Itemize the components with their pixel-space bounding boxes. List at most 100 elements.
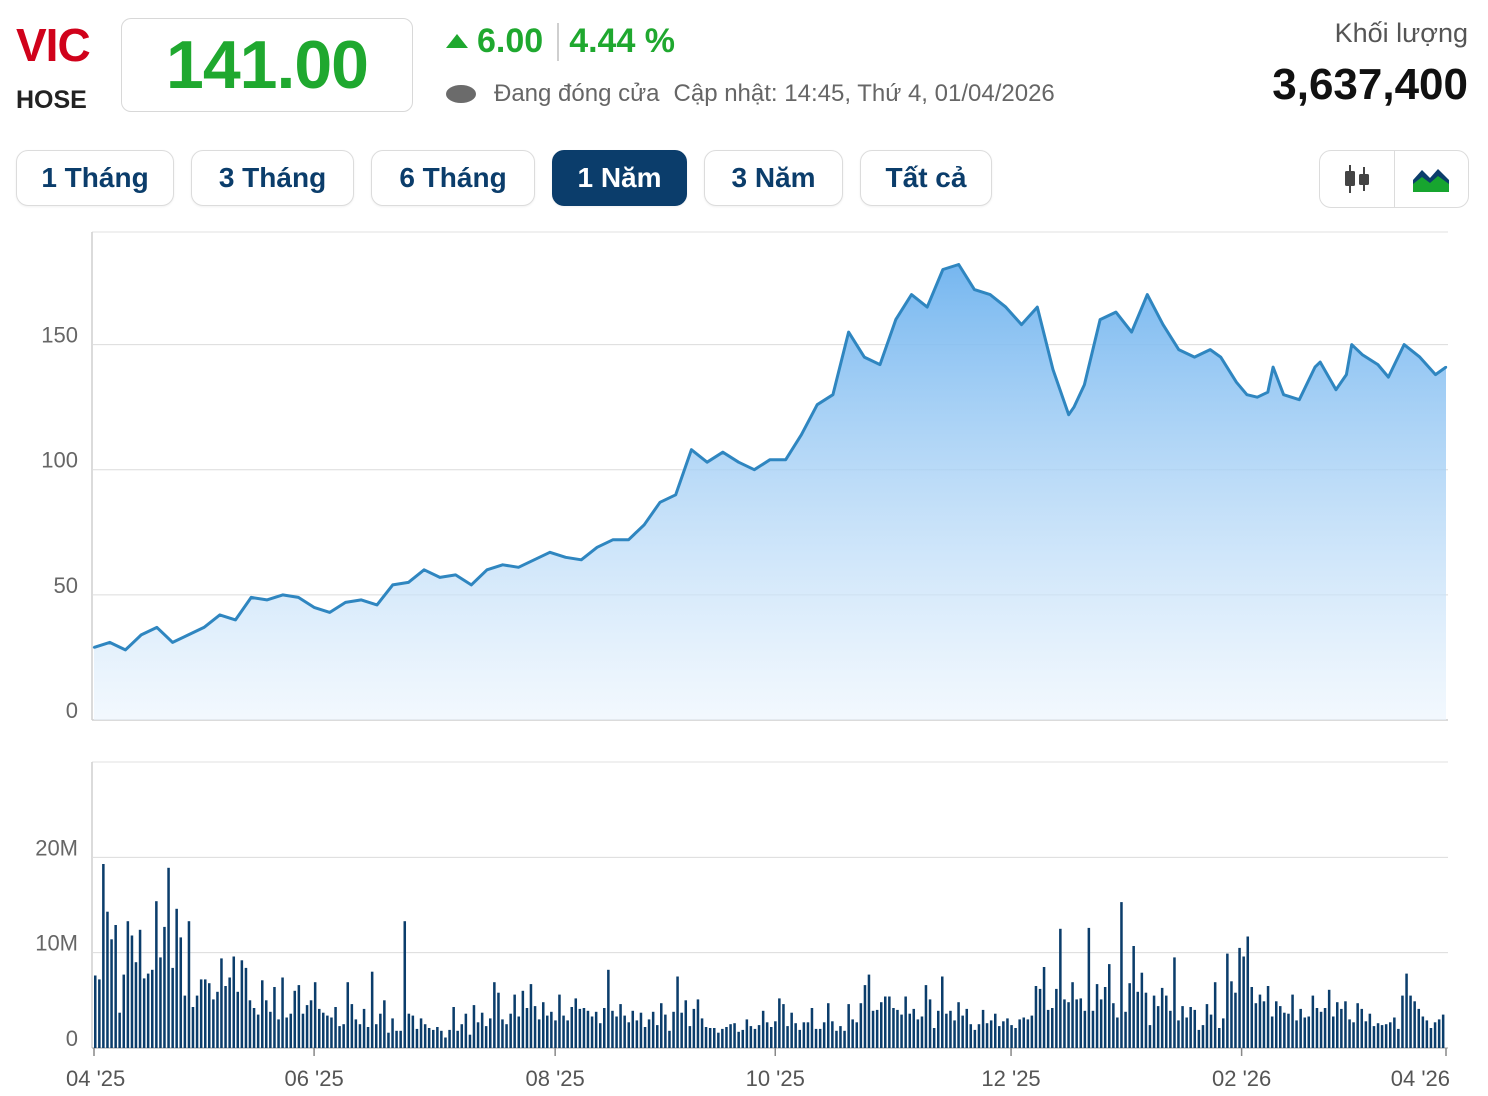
- volume-bar: [1218, 1028, 1221, 1048]
- volume-bar: [436, 1027, 439, 1048]
- ticker-symbol: VIC: [16, 19, 91, 71]
- volume-bar: [151, 969, 154, 1048]
- volume-bar: [208, 983, 211, 1048]
- volume-bar: [114, 925, 117, 1048]
- volume-bar: [994, 1013, 997, 1048]
- volume-bar: [1242, 956, 1245, 1048]
- volume-bar: [696, 999, 700, 1048]
- volume-bar: [1433, 1022, 1437, 1048]
- volume-bar: [1026, 1019, 1030, 1048]
- volume-bar: [1323, 1008, 1327, 1048]
- volume-bar: [574, 998, 578, 1048]
- volume-bar: [558, 994, 561, 1048]
- candlestick-button[interactable]: [1320, 151, 1394, 207]
- tab-3-months[interactable]: 3 Tháng: [191, 150, 354, 206]
- volume-bar: [399, 1030, 402, 1048]
- x-tick-label: 08 '25: [526, 1066, 585, 1091]
- volume-bar: [171, 967, 174, 1048]
- volume-value: 3,637,400: [1272, 60, 1468, 109]
- tab-6-months[interactable]: 6 Tháng: [371, 150, 535, 206]
- volume-bar: [888, 996, 891, 1048]
- price-point: [1313, 365, 1317, 369]
- price-point: [470, 583, 473, 587]
- volume-bar: [338, 1026, 341, 1048]
- volume-bar: [985, 1023, 989, 1048]
- price-point: [92, 646, 96, 649]
- price-point: [265, 598, 269, 602]
- volume-bar: [423, 1024, 427, 1048]
- volume-bar: [586, 1010, 590, 1048]
- volume-bar: [204, 979, 207, 1048]
- volume-bar: [692, 1008, 696, 1048]
- volume-bar: [281, 977, 284, 1048]
- price-point: [501, 563, 504, 566]
- tab-3-years[interactable]: 3 Năm: [704, 150, 843, 206]
- price-point: [171, 641, 174, 644]
- price-point: [784, 458, 787, 461]
- change-divider: [557, 22, 560, 61]
- volume-bar: [1405, 973, 1408, 1048]
- volume-bar: [920, 1016, 924, 1048]
- price-point: [957, 263, 960, 266]
- price-point: [124, 648, 127, 652]
- volume-bar: [647, 1019, 651, 1048]
- volume-bar: [370, 971, 374, 1048]
- volume-bar: [880, 1002, 883, 1048]
- volume-bar: [1112, 1003, 1115, 1048]
- price-point: [533, 558, 536, 561]
- volume-bar: [908, 1013, 912, 1048]
- volume-bar: [1173, 957, 1176, 1048]
- price-point: [753, 468, 756, 471]
- volume-bar: [1169, 1010, 1172, 1048]
- volume-bar: [1185, 1017, 1188, 1048]
- volume-bar: [1063, 999, 1066, 1048]
- volume-bar: [403, 921, 407, 1048]
- volume-bar: [790, 1012, 793, 1048]
- volume-bar: [1193, 1009, 1197, 1048]
- volume-bar: [827, 1003, 830, 1048]
- tab-all[interactable]: Tất cả: [860, 150, 992, 206]
- volume-bar: [725, 1027, 728, 1048]
- volume-bar: [110, 939, 113, 1048]
- volume-bar: [989, 1020, 993, 1048]
- price-point: [1020, 323, 1023, 326]
- volume-bar: [590, 1016, 594, 1048]
- volume-bar: [660, 1003, 663, 1048]
- volume-bar: [1046, 1009, 1050, 1048]
- volume-bar: [440, 1030, 443, 1048]
- volume-bar: [167, 867, 170, 1048]
- volume-bar: [1417, 1008, 1421, 1048]
- volume-bar: [957, 1002, 960, 1048]
- volume-bar: [981, 1009, 985, 1048]
- volume-bar: [1034, 986, 1038, 1048]
- x-tick-label: 06 '25: [284, 1066, 343, 1091]
- price-point: [926, 305, 929, 309]
- volume-bar: [741, 1029, 745, 1048]
- tab-1-year[interactable]: 1 Năm: [552, 150, 687, 206]
- volume-bar: [668, 1030, 671, 1048]
- price-point: [690, 448, 693, 451]
- volume-bar: [1299, 1008, 1302, 1048]
- price-y-ticks: 0 50 100 150: [41, 323, 78, 723]
- volume-bar: [273, 987, 276, 1048]
- status-dot-icon: [446, 85, 476, 103]
- volume-bar: [1006, 1018, 1009, 1048]
- volume-bar: [480, 1012, 484, 1048]
- volume-bar: [1384, 1024, 1388, 1048]
- volume-bar: [476, 1022, 480, 1048]
- volume-bar: [1226, 953, 1229, 1048]
- volume-bar: [1108, 964, 1111, 1048]
- volume-bar: [289, 1013, 293, 1048]
- volume-bar: [277, 1019, 280, 1048]
- volume-bar: [941, 976, 944, 1048]
- price-point: [1319, 360, 1322, 364]
- volume-bar: [1413, 1001, 1416, 1048]
- volume-bar: [212, 999, 215, 1048]
- volume-bar: [757, 1025, 761, 1048]
- area-chart-button[interactable]: [1393, 151, 1469, 207]
- price-point: [768, 458, 772, 461]
- volume-bar: [1014, 1028, 1017, 1048]
- tab-1-month[interactable]: 1 Tháng: [16, 150, 174, 206]
- price-point: [988, 293, 992, 296]
- volume-bar: [537, 1019, 541, 1048]
